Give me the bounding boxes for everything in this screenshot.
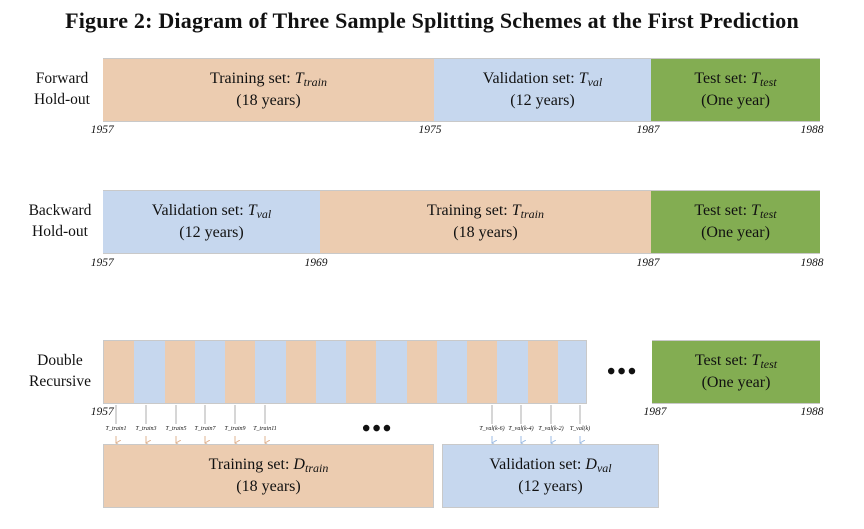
val-arrow-label: T_val(k-4)	[508, 426, 534, 432]
double-val-box-years: (12 years)	[518, 478, 583, 495]
train-arrow-label: T_train3	[135, 426, 157, 432]
double-test-segment: Test set: Ttest (One year)	[652, 340, 820, 404]
backward-val-title: Validation set: Tval	[151, 202, 272, 221]
forward-test-years: (One year)	[701, 92, 770, 109]
double-train-box-title: Training set: Dtrain	[208, 456, 329, 475]
train-arrow-label: T_train1	[105, 426, 127, 432]
forward-row-label: Forward Hold-out	[20, 68, 104, 110]
val-stripe	[497, 341, 528, 403]
val-stripe	[194, 341, 226, 403]
val-stripe	[436, 341, 468, 403]
double-test-years: (One year)	[701, 374, 771, 391]
backward-train-segment: Training set: Ttrain (18 years)	[320, 190, 651, 254]
double-middle-ellipsis: •••	[362, 416, 394, 442]
forward-label-line1: Forward	[35, 70, 89, 87]
train-stripe	[285, 341, 317, 403]
backward-test-segment: Test set: Ttest (One year)	[651, 190, 820, 254]
val-arrow-label: T_val(k)	[569, 426, 591, 432]
backward-year-end: 1988	[800, 257, 824, 269]
val-stripe	[315, 341, 347, 403]
double-test-title: Test set: Ttest	[694, 352, 778, 371]
double-val-box: Validation set: Dval (12 years)	[442, 444, 659, 508]
forward-train-segment: Training set: Ttrain (18 years)	[103, 58, 434, 122]
backward-validation-segment: Validation set: Tval (12 years)	[103, 190, 320, 254]
double-train-box: Training set: Dtrain (18 years)	[103, 444, 434, 508]
val-arrow-label: T_val(k-6)	[479, 426, 505, 432]
double-label-line1: Double	[37, 352, 83, 369]
double-year-start: 1957	[90, 406, 114, 418]
train-arrow-label: T_train9	[224, 426, 246, 432]
double-year-test-start: 1987	[643, 406, 667, 418]
forward-year-end: 1988	[800, 124, 824, 136]
train-stripe	[164, 341, 196, 403]
val-stripe	[376, 341, 407, 403]
backward-val-years: (12 years)	[179, 224, 244, 241]
forward-year-split1: 1975	[418, 124, 442, 136]
forward-val-title: Validation set: Tval	[482, 70, 603, 89]
train-stripe	[467, 341, 498, 403]
backward-test-title: Test set: Ttest	[694, 202, 777, 221]
train-stripe	[406, 341, 438, 403]
backward-row-label: Backward Hold-out	[16, 200, 104, 242]
train-stripe	[225, 341, 256, 403]
train-arrow-label: T_train11	[253, 426, 277, 432]
forward-val-years: (12 years)	[510, 92, 575, 109]
backward-year-split2: 1987	[636, 257, 660, 269]
backward-test-years: (One year)	[701, 224, 770, 241]
val-arrow-label: T_val(k-2)	[538, 426, 564, 432]
backward-year-split1: 1969	[304, 257, 328, 269]
double-label-line2: Recursive	[29, 373, 91, 390]
forward-train-years: (18 years)	[236, 92, 301, 109]
forward-year-split2: 1987	[636, 124, 660, 136]
figure-title: Figure 2: Diagram of Three Sample Splitt…	[65, 8, 799, 33]
val-stripe	[255, 341, 286, 403]
forward-test-title: Test set: Ttest	[694, 70, 777, 89]
backward-label-line1: Backward	[28, 202, 92, 219]
train-arrow-label: T_train5	[165, 426, 187, 432]
backward-label-line2: Hold-out	[32, 223, 88, 240]
forward-label-line2: Hold-out	[34, 91, 90, 108]
forward-train-title: Training set: Ttrain	[210, 70, 327, 89]
double-recursive-stripe-bar	[103, 340, 587, 404]
train-stripe	[527, 341, 559, 403]
val-stripe	[557, 341, 586, 403]
double-year-end: 1988	[800, 406, 824, 418]
backward-train-years: (18 years)	[453, 224, 518, 241]
backward-train-title: Training set: Ttrain	[427, 202, 544, 221]
train-stripe	[104, 341, 135, 403]
val-stripe	[134, 341, 165, 403]
forward-test-segment: Test set: Ttest (One year)	[651, 58, 820, 122]
train-stripe	[346, 341, 377, 403]
backward-year-start: 1957	[90, 257, 114, 269]
train-arrow-label: T_train7	[194, 426, 216, 432]
forward-validation-segment: Validation set: Tval (12 years)	[434, 58, 651, 122]
double-train-box-years: (18 years)	[236, 478, 301, 495]
forward-year-start: 1957	[90, 124, 114, 136]
double-val-box-title: Validation set: Dval	[489, 456, 612, 475]
double-row-label: Double Recursive	[16, 350, 104, 392]
